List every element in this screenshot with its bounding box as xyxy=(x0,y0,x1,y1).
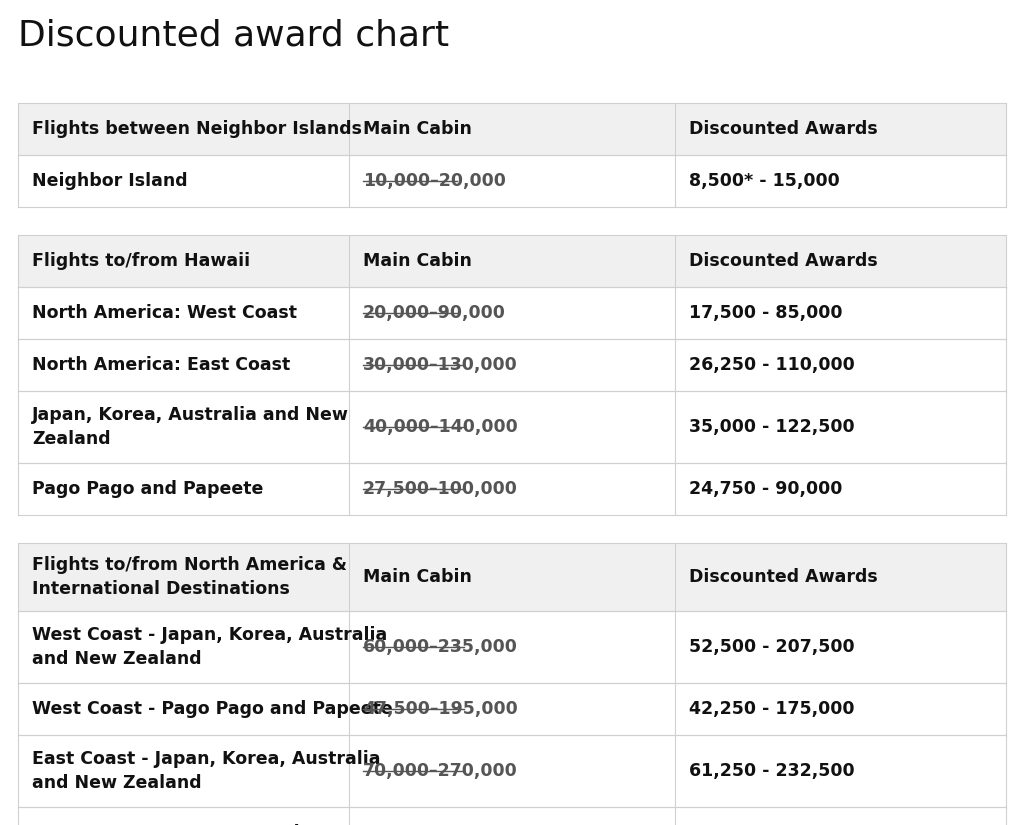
Text: Discounted Awards: Discounted Awards xyxy=(689,568,878,586)
Text: 57,500–230,000: 57,500–230,000 xyxy=(362,824,518,825)
Text: North America: East Coast: North America: East Coast xyxy=(32,356,290,374)
Text: Discounted Awards: Discounted Awards xyxy=(689,252,878,270)
Text: 70,000–270,000: 70,000–270,000 xyxy=(362,762,518,780)
Text: 24,750 - 90,000: 24,750 - 90,000 xyxy=(689,480,843,498)
Text: 30,000–130,000: 30,000–130,000 xyxy=(362,356,518,374)
Bar xyxy=(18,683,1006,735)
Bar xyxy=(18,155,1006,207)
Text: Discounted Awards: Discounted Awards xyxy=(689,120,878,138)
Text: 8,500* - 15,000: 8,500* - 15,000 xyxy=(689,172,840,190)
Bar xyxy=(18,235,1006,287)
Bar xyxy=(18,103,1006,155)
Text: 42,250 - 175,000: 42,250 - 175,000 xyxy=(689,700,854,718)
Text: Flights between Neighbor Islands: Flights between Neighbor Islands xyxy=(32,120,362,138)
Text: 61,250 - 232,500: 61,250 - 232,500 xyxy=(689,762,855,780)
Text: 20,000–90,000: 20,000–90,000 xyxy=(362,304,506,322)
Text: Japan, Korea, Australia and New
Zealand: Japan, Korea, Australia and New Zealand xyxy=(32,406,349,448)
Text: 27,500–100,000: 27,500–100,000 xyxy=(362,480,518,498)
Text: 52,500 - 207,500: 52,500 - 207,500 xyxy=(689,638,855,656)
Text: Discounted award chart: Discounted award chart xyxy=(18,18,450,52)
Text: Flights to/from North America &
International Destinations: Flights to/from North America & Internat… xyxy=(32,556,347,598)
Text: North America: West Coast: North America: West Coast xyxy=(32,304,297,322)
Bar xyxy=(18,611,1006,683)
Text: West Coast - Pago Pago and Papeete: West Coast - Pago Pago and Papeete xyxy=(32,700,393,718)
Text: West Coast - Japan, Korea, Australia
and New Zealand: West Coast - Japan, Korea, Australia and… xyxy=(32,626,387,667)
Text: Main Cabin: Main Cabin xyxy=(362,252,472,270)
Text: 51,000 - 200,000: 51,000 - 200,000 xyxy=(689,824,855,825)
Bar xyxy=(18,287,1006,339)
Bar xyxy=(18,735,1006,807)
Text: 26,250 - 110,000: 26,250 - 110,000 xyxy=(689,356,855,374)
Text: Flights to/from Hawaii: Flights to/from Hawaii xyxy=(32,252,250,270)
Text: East Coast - Japan, Korea, Australia
and New Zealand: East Coast - Japan, Korea, Australia and… xyxy=(32,750,381,792)
Bar xyxy=(18,543,1006,611)
Text: Main Cabin: Main Cabin xyxy=(362,568,472,586)
Text: East Coast - Pago Pago and Papeete: East Coast - Pago Pago and Papeete xyxy=(32,824,386,825)
Text: 47,500–195,000: 47,500–195,000 xyxy=(362,700,518,718)
Text: 17,500 - 85,000: 17,500 - 85,000 xyxy=(689,304,843,322)
Bar xyxy=(18,339,1006,391)
Text: 10,000–20,000: 10,000–20,000 xyxy=(362,172,506,190)
Text: 35,000 - 122,500: 35,000 - 122,500 xyxy=(689,418,855,436)
Text: 60,000–235,000: 60,000–235,000 xyxy=(362,638,518,656)
Bar xyxy=(18,807,1006,825)
Text: Neighbor Island: Neighbor Island xyxy=(32,172,187,190)
Text: Main Cabin: Main Cabin xyxy=(362,120,472,138)
Bar xyxy=(18,391,1006,463)
Bar xyxy=(18,463,1006,515)
Text: Pago Pago and Papeete: Pago Pago and Papeete xyxy=(32,480,263,498)
Text: 40,000–140,000: 40,000–140,000 xyxy=(362,418,518,436)
